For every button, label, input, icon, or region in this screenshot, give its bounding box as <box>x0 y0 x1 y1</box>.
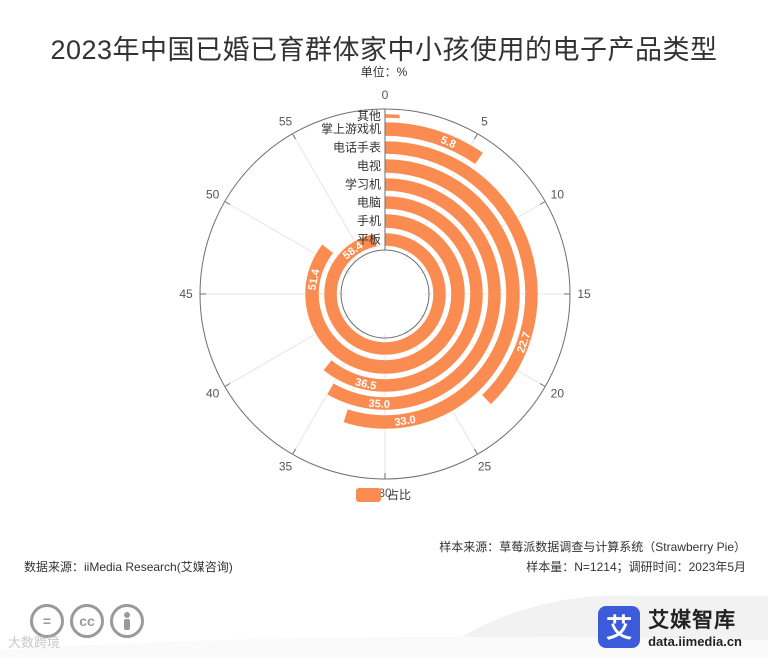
unit-label: 单位：% <box>360 65 408 79</box>
bar-1 <box>304 213 466 375</box>
angle-tick-label: 40 <box>206 387 220 401</box>
grid-line <box>224 313 351 387</box>
category-label: 其他 <box>357 109 381 123</box>
person-icon <box>110 604 144 638</box>
tick-mark <box>539 201 546 205</box>
equals-icon: = <box>30 604 64 638</box>
angle-tick-label: 0 <box>382 88 389 102</box>
bar-3 <box>326 177 502 411</box>
cc-icon: cc <box>70 604 104 638</box>
angle-tick-label: 15 <box>577 287 591 301</box>
angle-tick-label: 45 <box>179 287 193 301</box>
legend-label: 占比 <box>387 488 412 502</box>
bar-4 <box>342 158 521 430</box>
bar-6 <box>384 121 484 165</box>
legend-swatch <box>356 487 381 502</box>
tick-mark <box>292 448 296 455</box>
legend[interactable]: 占比 <box>356 486 411 503</box>
category-label: 平板 <box>357 233 381 247</box>
category-label: 电视 <box>357 158 381 173</box>
value-label: 22.7 <box>515 330 533 354</box>
value-label: 51.4 <box>306 267 322 291</box>
angle-tick-label: 50 <box>206 188 220 202</box>
angle-tick-label: 20 <box>551 387 565 401</box>
angle-tick-label: 5 <box>481 115 488 129</box>
bar-0 <box>323 232 447 356</box>
creative-commons-icons: = cc <box>30 604 144 638</box>
grid-line <box>224 201 351 275</box>
brand-url: data.iimedia.cn <box>648 634 742 649</box>
inner-axis-circle <box>340 249 430 339</box>
bar-2 <box>322 195 484 393</box>
tick-mark <box>224 383 231 387</box>
tick-mark <box>224 201 231 205</box>
category-label: 电脑 <box>357 196 381 210</box>
category-label: 掌上游戏机 <box>321 122 381 136</box>
category-label: 学习机 <box>345 177 381 192</box>
brand-logo: 艾 <box>598 605 641 648</box>
angle-tick-label: 30 <box>378 486 392 500</box>
tick-mark <box>539 383 546 387</box>
bar-7 <box>384 113 401 119</box>
category-label: 手机 <box>357 214 381 228</box>
angle-tick-label: 25 <box>478 459 492 473</box>
value-label: 33.0 <box>394 414 417 429</box>
angle-tick-label: 55 <box>279 115 293 129</box>
value-label: 35.0 <box>368 398 390 411</box>
angle-tick-label: 10 <box>551 188 565 202</box>
sample-info: 样本量：N=1214；调研时间：2023年5月 <box>526 560 746 574</box>
tick-mark <box>474 448 478 455</box>
tick-mark <box>474 133 478 140</box>
brand-name: 艾媒智库 <box>648 609 737 632</box>
watermark: 大数跨境 <box>8 635 61 650</box>
bar-5 <box>384 140 539 405</box>
value-label: 36.5 <box>354 376 377 392</box>
value-label: 5.8 <box>439 134 458 151</box>
tick-mark <box>292 133 296 140</box>
sample-source: 样本来源：草莓派数据调查与计算系统（Strawberry Pie） <box>439 540 746 554</box>
category-label: 电话手表 <box>333 141 381 155</box>
angle-tick-label: 35 <box>279 459 293 473</box>
chart-title: 2023年中国已婚已育群体家中小孩使用的电子产品类型 <box>50 35 718 65</box>
data-source: 数据来源：iiMedia Research(艾媒咨询) <box>24 560 233 574</box>
grid-line <box>292 133 366 260</box>
brand: 艾 艾媒智库 data.iimedia.cn <box>598 604 742 649</box>
